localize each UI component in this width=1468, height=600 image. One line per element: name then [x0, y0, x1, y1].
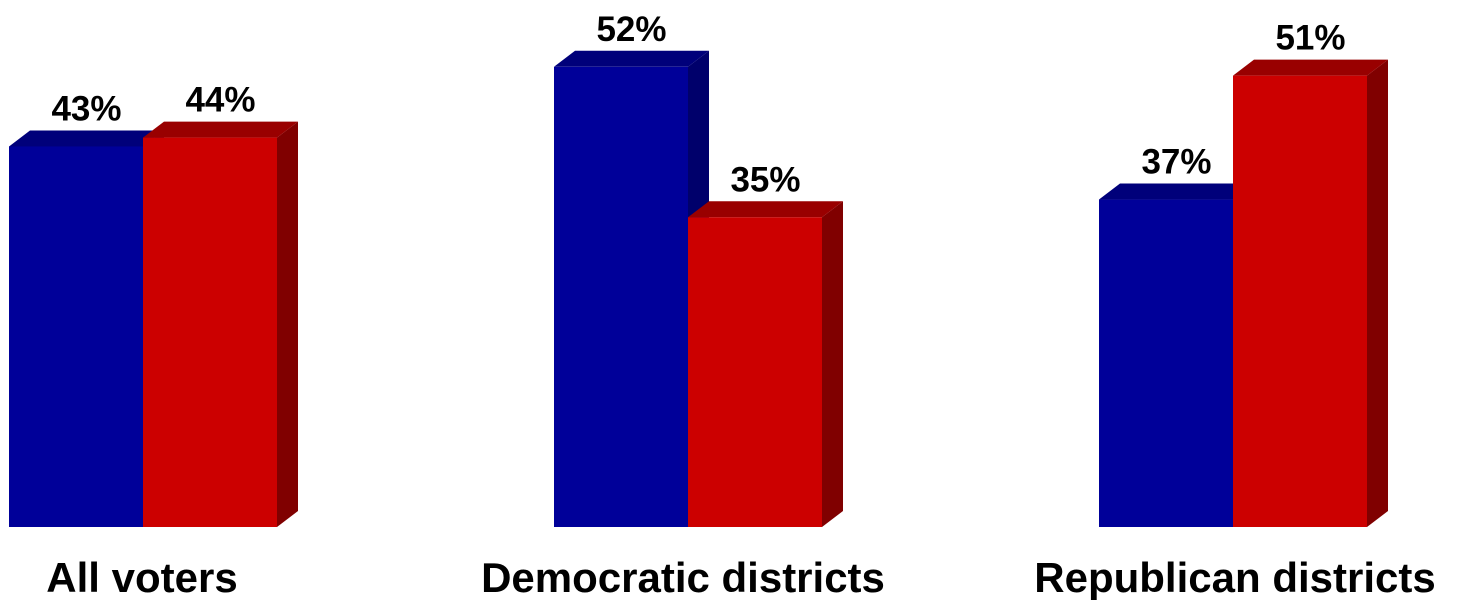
- data-label-democratic-districts-series-1: 52%: [596, 10, 666, 49]
- bar-side-face: [822, 201, 843, 527]
- bar-top-face: [1099, 183, 1254, 200]
- bar-side-face: [277, 121, 298, 527]
- bar-top-face: [688, 201, 843, 218]
- bar-front-face: [554, 66, 688, 528]
- bar-front-face: [1099, 199, 1233, 528]
- bar-democratic-districts-series-1: [554, 50, 709, 528]
- data-label-republican-districts-series-2: 51%: [1275, 19, 1345, 58]
- bar-top-face: [9, 130, 164, 147]
- data-label-democratic-districts-series-2: 35%: [730, 160, 800, 199]
- bars-layer: [9, 50, 1388, 528]
- data-label-all-voters-series-1: 43%: [51, 89, 121, 128]
- bar-all-voters-series-2: [143, 121, 298, 527]
- bar-front-face: [688, 217, 822, 527]
- category-label-democratic-districts: Democratic districts: [481, 554, 885, 600]
- data-label-republican-districts-series-1: 37%: [1141, 143, 1211, 182]
- bar-republican-districts-series-2: [1233, 59, 1388, 528]
- category-label-republican-districts: Republican districts: [1034, 554, 1435, 600]
- bar-side-face: [1367, 59, 1388, 528]
- bar-front-face: [143, 137, 277, 527]
- labels-layer: 43% 44% All voters 52% 35% Democratic distric…: [46, 10, 1435, 600]
- bar-republican-districts-series-1: [1099, 183, 1254, 528]
- bar-front-face: [9, 146, 143, 527]
- bar-all-voters-series-1: [9, 130, 164, 527]
- bar-top-face: [1233, 59, 1388, 76]
- bar-top-face: [143, 121, 298, 138]
- data-label-all-voters-series-2: 44%: [185, 81, 255, 120]
- bar-front-face: [1233, 75, 1367, 528]
- bar-democratic-districts-series-2: [688, 201, 843, 527]
- bar-top-face: [554, 50, 709, 67]
- category-label-all-voters: All voters: [46, 554, 237, 600]
